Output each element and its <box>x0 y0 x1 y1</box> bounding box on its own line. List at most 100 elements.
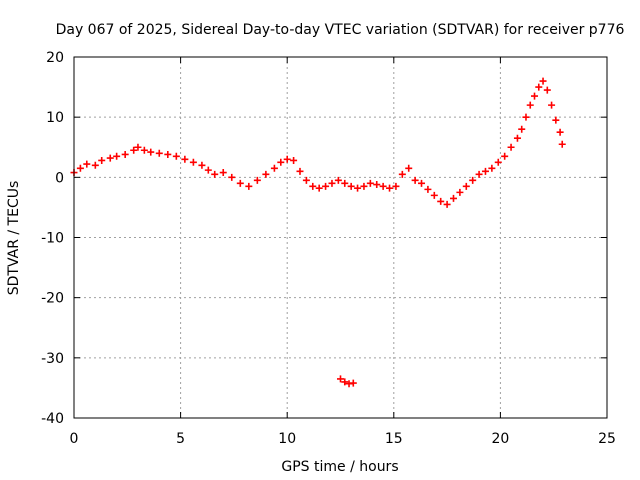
x-tick-label: 25 <box>598 431 616 447</box>
x-tick-label: 5 <box>176 431 185 447</box>
data-point <box>349 379 357 387</box>
data-points <box>70 77 566 388</box>
data-point <box>164 150 172 158</box>
y-tick-label: 20 <box>46 50 64 66</box>
data-point <box>392 182 400 190</box>
data-point <box>228 173 236 181</box>
data-point <box>315 184 323 192</box>
data-point <box>469 176 477 184</box>
x-tick-label: 20 <box>491 431 509 447</box>
y-tick-label: -10 <box>41 231 64 247</box>
data-point <box>518 125 526 133</box>
data-point <box>337 375 344 383</box>
data-point <box>411 176 419 184</box>
grid <box>74 57 607 418</box>
data-point <box>418 179 426 187</box>
data-point <box>526 101 534 109</box>
data-point <box>513 134 521 142</box>
x-tick-label: 0 <box>70 431 79 447</box>
data-point <box>398 170 406 178</box>
data-point <box>373 181 381 189</box>
data-point <box>91 161 99 169</box>
data-point <box>552 116 560 124</box>
data-point <box>211 170 219 178</box>
data-point <box>449 194 457 202</box>
data-point <box>386 184 394 192</box>
data-point <box>354 184 362 192</box>
data-point <box>106 154 114 162</box>
x-tick-label: 10 <box>278 431 296 447</box>
data-point <box>424 185 432 193</box>
data-point <box>290 156 298 164</box>
data-point <box>277 158 285 166</box>
data-point <box>481 167 489 175</box>
data-point <box>302 176 310 184</box>
data-point <box>134 143 142 151</box>
data-point <box>360 182 368 190</box>
data-point <box>456 188 464 196</box>
data-point <box>130 146 138 154</box>
data-point <box>379 182 387 190</box>
data-point <box>494 158 502 166</box>
chart-title: Day 067 of 2025, Sidereal Day-to-day VTE… <box>56 22 625 38</box>
y-tick-label: -20 <box>41 291 64 307</box>
data-point <box>462 182 470 190</box>
data-point <box>341 378 349 386</box>
y-tick-label: 10 <box>46 110 64 126</box>
data-point <box>236 179 244 187</box>
data-point <box>147 148 155 156</box>
data-point <box>76 164 84 172</box>
data-point <box>347 182 355 190</box>
x-tick-label: 15 <box>385 431 403 447</box>
data-point <box>366 179 374 187</box>
data-point <box>322 182 330 190</box>
data-point <box>341 179 349 187</box>
x-axis-label: GPS time / hours <box>281 459 398 475</box>
data-point <box>245 182 253 190</box>
data-point <box>189 158 197 166</box>
data-point <box>283 155 291 163</box>
tick-labels: 0 5 10 15 20 25 -40 -30 -20 -10 0 10 20 <box>41 50 616 447</box>
data-point <box>328 179 336 187</box>
data-point <box>98 156 106 164</box>
data-point <box>262 170 270 178</box>
data-point <box>219 169 227 177</box>
data-point <box>270 164 278 172</box>
data-point <box>437 197 445 205</box>
data-point <box>430 191 438 199</box>
data-point <box>507 143 515 151</box>
data-point <box>296 167 304 175</box>
data-point <box>548 101 556 109</box>
data-point <box>488 164 496 172</box>
data-point <box>558 140 566 148</box>
data-point <box>543 86 551 94</box>
plot-frame <box>73 56 608 419</box>
data-point <box>531 92 539 100</box>
data-point <box>253 176 261 184</box>
data-point <box>556 128 564 136</box>
data-point <box>140 146 148 154</box>
data-point <box>198 161 206 169</box>
data-point <box>443 200 451 208</box>
data-point <box>405 164 413 172</box>
data-point <box>334 176 342 184</box>
y-tick-label: -30 <box>41 351 64 367</box>
data-point <box>181 155 189 163</box>
data-point <box>121 150 129 158</box>
data-point <box>539 77 547 85</box>
data-point <box>501 152 509 160</box>
data-point <box>204 166 212 174</box>
y-axis-label: SDTVAR / TECUs <box>6 181 22 296</box>
y-tick-label: -40 <box>41 411 64 427</box>
data-point <box>309 182 317 190</box>
data-point <box>522 113 530 121</box>
data-point <box>535 83 543 91</box>
y-tick-label: 0 <box>55 170 64 186</box>
data-point <box>172 152 180 160</box>
data-point <box>475 170 483 178</box>
data-point <box>113 152 121 160</box>
data-point <box>155 149 163 157</box>
data-point <box>83 160 91 168</box>
